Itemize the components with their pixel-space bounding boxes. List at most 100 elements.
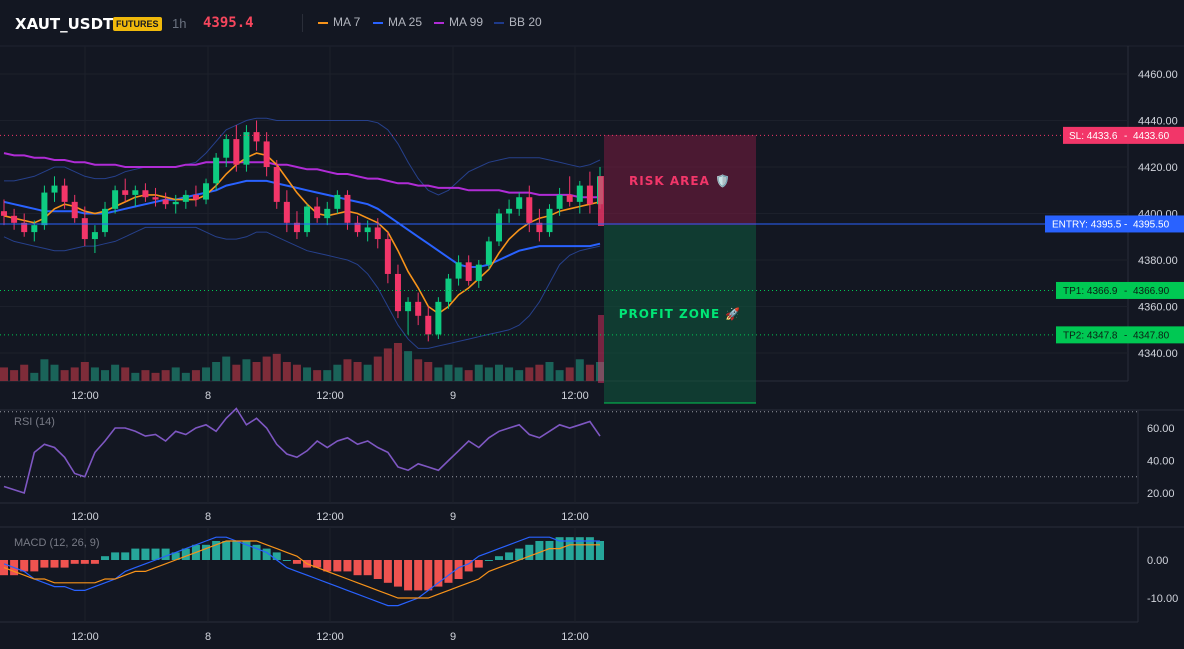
- macd-hist-bar: [393, 560, 402, 587]
- stop-loss-tag[interactable]: SL: 4433.6 - 4433.60: [1063, 126, 1184, 144]
- volume-bar: [292, 364, 301, 381]
- volume-bar: [131, 372, 140, 381]
- risk-zone-edge: [598, 176, 604, 226]
- ma7-swatch: [318, 21, 328, 24]
- candle: [41, 185, 48, 230]
- rsi-tick-label: 60.00: [1147, 423, 1175, 435]
- candle: [233, 125, 240, 172]
- macd-hist-bar: [444, 560, 453, 583]
- tp1-tag-label: TP1: 4366.9: [1063, 286, 1118, 297]
- volume-bar: [555, 370, 564, 381]
- volume-bar: [323, 370, 332, 381]
- volume-bar: [151, 372, 160, 381]
- macd-hist-bar: [535, 541, 544, 560]
- sl-tag-price: 4433.60: [1133, 131, 1170, 142]
- volume-bar: [464, 370, 473, 381]
- candle: [91, 225, 98, 254]
- candle: [11, 208, 18, 230]
- entry-tag-sep: -: [1124, 219, 1127, 230]
- chart-header: XAUT_USDT FUTURES 1h 4395.4 MA 7 MA 25 M…: [0, 0, 1184, 46]
- futures-badge: FUTURES: [113, 17, 162, 31]
- volume-bar: [0, 367, 8, 381]
- volume-bar: [424, 362, 433, 381]
- volume-bar: [282, 362, 291, 381]
- volume-bar: [515, 370, 524, 381]
- price-axis[interactable]: 4460.004440.004420.004400.004380.004360.…: [1138, 69, 1178, 360]
- macd-hist-bar: [121, 552, 130, 560]
- rsi-line: [3, 407, 601, 495]
- macd-hist-bar: [282, 560, 291, 561]
- volume-bar: [111, 364, 120, 381]
- bb-lower-line: [3, 226, 601, 349]
- time-tick-label: 12:00: [316, 631, 344, 643]
- macd-hist-bar: [464, 560, 473, 572]
- tp2-tag-label: TP2: 4347.8: [1063, 330, 1118, 341]
- macd-hist-bar: [272, 552, 281, 560]
- macd-hist-bar: [20, 560, 29, 572]
- macd-hist-bar: [454, 560, 463, 579]
- ma99-swatch: [434, 21, 444, 24]
- legend-bb20[interactable]: BB 20: [494, 15, 542, 31]
- volume-bar: [393, 343, 402, 381]
- macd-axis: 0.00 -10.00: [1147, 555, 1178, 605]
- volume-bar: [60, 370, 69, 381]
- volume-bar: [414, 359, 423, 381]
- bollinger-bands: [3, 117, 601, 349]
- volume-bar: [596, 362, 604, 381]
- macd-hist-bar: [545, 541, 554, 560]
- candle: [81, 206, 88, 247]
- macd-hist-bar: [171, 552, 180, 560]
- volume-bar: [353, 362, 362, 381]
- legend-ma99[interactable]: MA 99: [434, 15, 483, 31]
- candle: [51, 176, 58, 202]
- volume-bar: [444, 364, 453, 381]
- volume-bar: [141, 370, 150, 381]
- candle: [1, 199, 7, 226]
- candle: [283, 190, 290, 233]
- macd-hist-bar: [232, 541, 241, 560]
- macd-title: MACD (12, 26, 9): [14, 537, 100, 549]
- tp2-tag-price: 4347.80: [1133, 330, 1170, 341]
- legend-ma99-label: MA 99: [449, 15, 484, 29]
- tp2-tag[interactable]: TP2: 4347.8 - 4347.80: [1056, 326, 1184, 344]
- volume-bar: [494, 364, 503, 381]
- symbol-name[interactable]: XAUT_USDT: [15, 15, 114, 33]
- candle: [293, 211, 300, 240]
- legend-ma25[interactable]: MA 25: [373, 15, 422, 31]
- candle: [213, 153, 220, 191]
- macd-hist-bar: [414, 560, 423, 591]
- legend-ma7[interactable]: MA 7: [318, 15, 360, 31]
- volume-bar: [252, 362, 261, 381]
- candle: [142, 183, 149, 202]
- volume-bar: [343, 359, 352, 381]
- candle: [495, 208, 502, 247]
- macd-hist-bar: [222, 541, 231, 560]
- bb20-swatch: [494, 21, 504, 24]
- entry-tag[interactable]: ENTRY: 4395.5 - 4395.50: [1045, 215, 1184, 233]
- volume-bar: [90, 367, 99, 381]
- volume-bar: [40, 359, 49, 381]
- candle: [273, 160, 280, 209]
- entry-tag-price: 4395.50: [1133, 219, 1170, 230]
- time-tick-label: 9: [450, 390, 456, 402]
- volume-bar: [535, 364, 544, 381]
- volume-bar: [333, 364, 342, 381]
- macd-hist-bar: [161, 548, 170, 560]
- candle: [586, 171, 593, 214]
- candle: [425, 306, 432, 342]
- price-tick-label: 4460.00: [1138, 69, 1178, 81]
- macd-hist-bar: [202, 544, 211, 560]
- macd-hist-bar: [525, 544, 534, 560]
- rsi-title: RSI (14): [14, 416, 55, 428]
- tp1-tag[interactable]: TP1: 4366.9 - 4366.90: [1056, 281, 1184, 299]
- time-axis: 12:00 8 12:00 9 12:00: [71, 390, 589, 402]
- candle: [122, 178, 129, 202]
- price-tick-label: 4440.00: [1138, 116, 1178, 128]
- volume-bar: [212, 362, 221, 381]
- timeframe-label[interactable]: 1h: [172, 16, 187, 31]
- macd-hist-bar: [333, 560, 342, 572]
- macd-hist-bar: [90, 560, 99, 564]
- candle: [556, 187, 563, 216]
- macd-hist-bar: [80, 560, 89, 564]
